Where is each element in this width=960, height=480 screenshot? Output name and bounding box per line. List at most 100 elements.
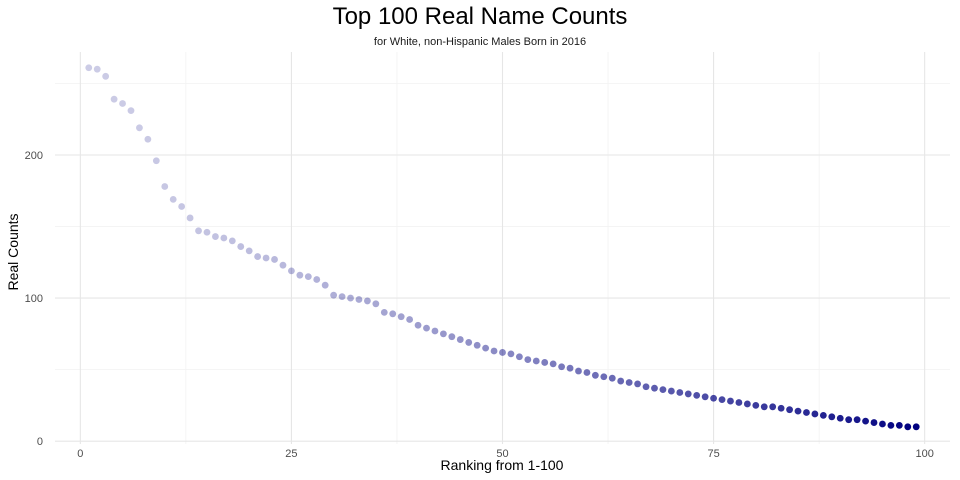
data-point <box>279 261 287 269</box>
data-point <box>271 256 278 263</box>
data-point <box>347 294 354 302</box>
x-tick-label: 50 <box>496 448 508 460</box>
x-axis-title: Ranking from 1-100 <box>441 457 564 473</box>
data-point <box>794 407 802 415</box>
data-point <box>296 271 304 279</box>
data-point <box>127 107 135 115</box>
x-tick-label: 100 <box>915 448 933 460</box>
data-point <box>110 95 118 103</box>
data-point <box>532 357 540 365</box>
data-point <box>490 347 498 355</box>
x-tick-label: 25 <box>285 448 297 460</box>
data-point <box>743 400 751 408</box>
data-point <box>879 420 886 428</box>
data-point <box>499 349 506 356</box>
y-tick-label: 200 <box>25 150 43 162</box>
data-point <box>676 389 684 396</box>
data-point <box>473 341 481 349</box>
data-point <box>423 324 430 332</box>
data-point <box>558 363 566 371</box>
data-point <box>262 254 270 262</box>
data-point <box>152 157 160 165</box>
data-point <box>524 356 532 363</box>
data-point <box>186 214 194 222</box>
data-point <box>406 316 414 323</box>
data-point <box>836 414 844 422</box>
data-point <box>828 413 836 421</box>
data-points <box>85 64 920 431</box>
data-point <box>634 380 641 388</box>
data-point <box>912 423 920 431</box>
data-point <box>448 333 456 341</box>
data-point <box>895 422 903 429</box>
y-tick-label: 100 <box>25 293 43 305</box>
data-point <box>439 330 447 338</box>
data-point <box>600 373 608 381</box>
data-point <box>811 410 819 418</box>
data-point <box>507 350 515 358</box>
data-point <box>870 419 878 426</box>
data-point <box>144 135 152 143</box>
data-point <box>288 267 295 275</box>
y-tick-label: 0 <box>37 436 43 448</box>
data-point <box>456 336 464 343</box>
data-point <box>380 308 388 316</box>
data-point <box>693 391 701 399</box>
data-point <box>254 253 262 260</box>
data-point <box>549 360 557 368</box>
data-point <box>330 291 338 299</box>
x-tick-label: 75 <box>707 448 719 460</box>
data-point <box>482 344 490 352</box>
data-point <box>119 100 126 107</box>
data-point <box>667 387 675 395</box>
y-axis-tick-labels: 0 100 200 <box>25 150 43 448</box>
data-point <box>169 195 177 203</box>
data-point <box>541 359 549 366</box>
data-point <box>93 65 101 73</box>
data-point <box>701 393 709 401</box>
data-point <box>212 233 219 240</box>
data-point <box>304 273 312 281</box>
data-point <box>178 203 186 210</box>
data-point <box>625 379 633 386</box>
data-point <box>659 386 667 394</box>
data-point <box>397 313 405 321</box>
data-point <box>195 227 202 235</box>
data-point <box>338 293 346 301</box>
y-axis-title: Real Counts <box>5 213 21 290</box>
data-point <box>85 64 93 72</box>
data-point <box>803 409 810 416</box>
data-point <box>161 183 169 190</box>
data-point <box>515 353 523 361</box>
data-point <box>642 383 650 391</box>
data-point <box>760 403 768 411</box>
data-point <box>431 327 439 335</box>
data-point <box>313 276 321 283</box>
data-point <box>710 394 717 402</box>
data-point <box>389 310 397 318</box>
data-point <box>904 423 912 431</box>
data-point <box>853 416 861 424</box>
data-point <box>237 243 245 250</box>
data-point <box>769 403 777 411</box>
data-point <box>887 422 895 429</box>
data-point <box>414 321 422 329</box>
data-point <box>777 404 785 412</box>
data-point <box>718 396 726 404</box>
data-point <box>735 399 743 406</box>
chart-title: Top 100 Real Name Counts <box>332 3 628 30</box>
data-point <box>220 234 228 242</box>
data-point <box>372 300 380 308</box>
data-point <box>845 416 853 424</box>
data-point <box>819 411 827 419</box>
data-point <box>727 397 734 405</box>
data-point <box>102 72 110 80</box>
data-point <box>203 228 211 236</box>
data-point <box>245 247 253 255</box>
data-point <box>583 369 591 376</box>
data-point <box>862 417 869 425</box>
grid-lines <box>55 52 950 444</box>
data-point <box>355 296 363 303</box>
data-point <box>651 384 658 392</box>
